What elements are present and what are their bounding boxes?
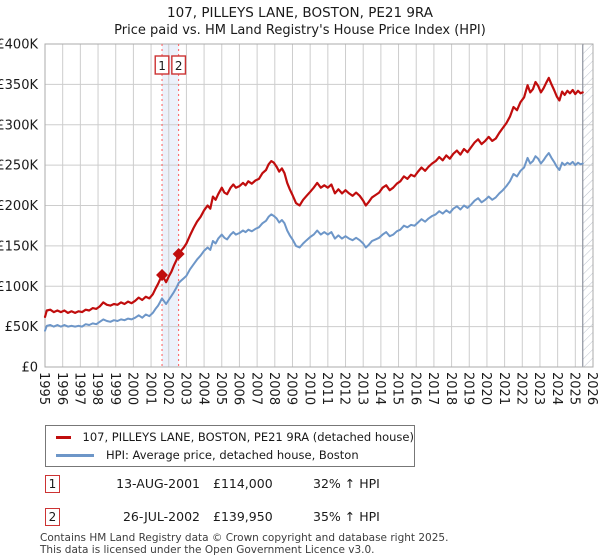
svg-text:£250K: £250K [0, 159, 38, 174]
svg-text:2019: 2019 [460, 372, 475, 405]
transaction-1-date: 13-AUG-2001 [116, 476, 200, 491]
svg-text:2010: 2010 [301, 372, 316, 405]
transaction-2-date: 26-JUL-2002 [122, 509, 200, 524]
sale-marker-diamond [172, 247, 185, 260]
sale-marker-box [171, 55, 187, 75]
svg-text:2025: 2025 [567, 372, 582, 405]
svg-text:2009: 2009 [284, 372, 299, 405]
legend-label-property: 107, PILLEYS LANE, BOSTON, PE21 9RA (det… [82, 430, 414, 444]
svg-text:£300K: £300K [0, 118, 38, 133]
svg-text:2018: 2018 [443, 372, 458, 405]
license-footer: Contains HM Land Registry data © Crown c… [40, 532, 600, 556]
svg-text:2013: 2013 [354, 372, 369, 405]
property-line-swatch [56, 435, 71, 439]
svg-text:1996: 1996 [54, 372, 69, 405]
transaction-2-number-badge: 2 [45, 508, 60, 526]
svg-text:£350K: £350K [0, 78, 38, 93]
svg-text:2021: 2021 [496, 372, 511, 405]
transaction-row-1: 1 13-AUG-2001 £114,000 32% ↑ HPI [45, 475, 585, 495]
transaction-1-price: £114,000 [213, 476, 273, 491]
svg-text:2011: 2011 [319, 372, 334, 405]
svg-text:2022: 2022 [513, 372, 528, 405]
price-chart: 1 2 £0 £50K £100K £150K £200K £250K £300K £350K £4… [0, 38, 599, 406]
x-axis-labels: 1995 1996 1997 1998 1999 2000 2001 2002 2003 2004… [36, 372, 599, 405]
sale-marker-label: 1 [158, 59, 166, 73]
svg-text:2005: 2005 [213, 372, 228, 405]
page-subtitle: Price paid vs. HM Land Registry's House … [114, 23, 486, 38]
svg-text:1997: 1997 [72, 372, 87, 405]
chart-legend: 107, PILLEYS LANE, BOSTON, PE21 9RA (det… [45, 425, 415, 467]
hpi-line [44, 152, 584, 332]
svg-text:£150K: £150K [0, 239, 38, 254]
transaction-2-hpi-delta: 35% ↑ HPI [313, 509, 380, 524]
svg-text:2014: 2014 [372, 372, 387, 405]
svg-text:1999: 1999 [107, 372, 122, 405]
sale-marker-box [154, 55, 170, 75]
svg-text:2020: 2020 [478, 372, 493, 405]
svg-text:2000: 2000 [125, 372, 140, 405]
future-hatch-region [582, 44, 593, 367]
svg-text:2023: 2023 [531, 372, 546, 405]
svg-text:2024: 2024 [549, 372, 564, 405]
svg-text:2026: 2026 [584, 372, 599, 405]
svg-text:2017: 2017 [425, 372, 440, 405]
sale-marker-diamond [156, 268, 169, 281]
svg-text:2002: 2002 [160, 372, 175, 405]
page-title: 107, PILLEYS LANE, BOSTON, PE21 9RA [167, 5, 433, 21]
svg-text:£0: £0 [21, 361, 38, 376]
svg-text:1995: 1995 [36, 372, 51, 405]
transaction-2-price: £139,950 [213, 509, 273, 524]
footer-line-2: This data is licensed under the Open Gov… [40, 543, 375, 556]
svg-text:2006: 2006 [231, 372, 246, 405]
sale-marker-label: 2 [175, 59, 183, 73]
legend-item-hpi: HPI: Average price, detached house, Bost… [46, 446, 414, 464]
svg-text:£50K: £50K [5, 320, 39, 335]
transaction-row-2: 2 26-JUL-2002 £139,950 35% ↑ HPI [45, 508, 585, 528]
transaction-1-hpi-delta: 32% ↑ HPI [313, 476, 380, 491]
legend-label-hpi: HPI: Average price, detached house, Bost… [106, 448, 359, 462]
svg-text:2016: 2016 [407, 372, 422, 405]
svg-text:2012: 2012 [337, 372, 352, 405]
footer-line-1: Contains HM Land Registry data © Crown c… [40, 532, 449, 544]
svg-text:£200K: £200K [0, 199, 38, 214]
legend-item-property: 107, PILLEYS LANE, BOSTON, PE21 9RA (det… [46, 428, 414, 446]
svg-text:2001: 2001 [142, 372, 157, 405]
svg-text:2007: 2007 [248, 372, 263, 405]
svg-text:1998: 1998 [89, 372, 104, 405]
hpi-line-swatch [56, 453, 94, 457]
svg-text:2008: 2008 [266, 372, 281, 405]
svg-text:2003: 2003 [178, 372, 193, 405]
transaction-1-number-badge: 1 [45, 475, 60, 493]
svg-text:£100K: £100K [0, 280, 38, 295]
svg-text:2004: 2004 [195, 372, 210, 405]
property-price-line [43, 76, 584, 318]
y-axis-labels: £0 £50K £100K £150K £200K £250K £300K £350K £400… [0, 38, 38, 376]
svg-text:£400K: £400K [0, 38, 38, 53]
svg-text:2015: 2015 [390, 372, 405, 405]
plot-border [44, 43, 594, 368]
